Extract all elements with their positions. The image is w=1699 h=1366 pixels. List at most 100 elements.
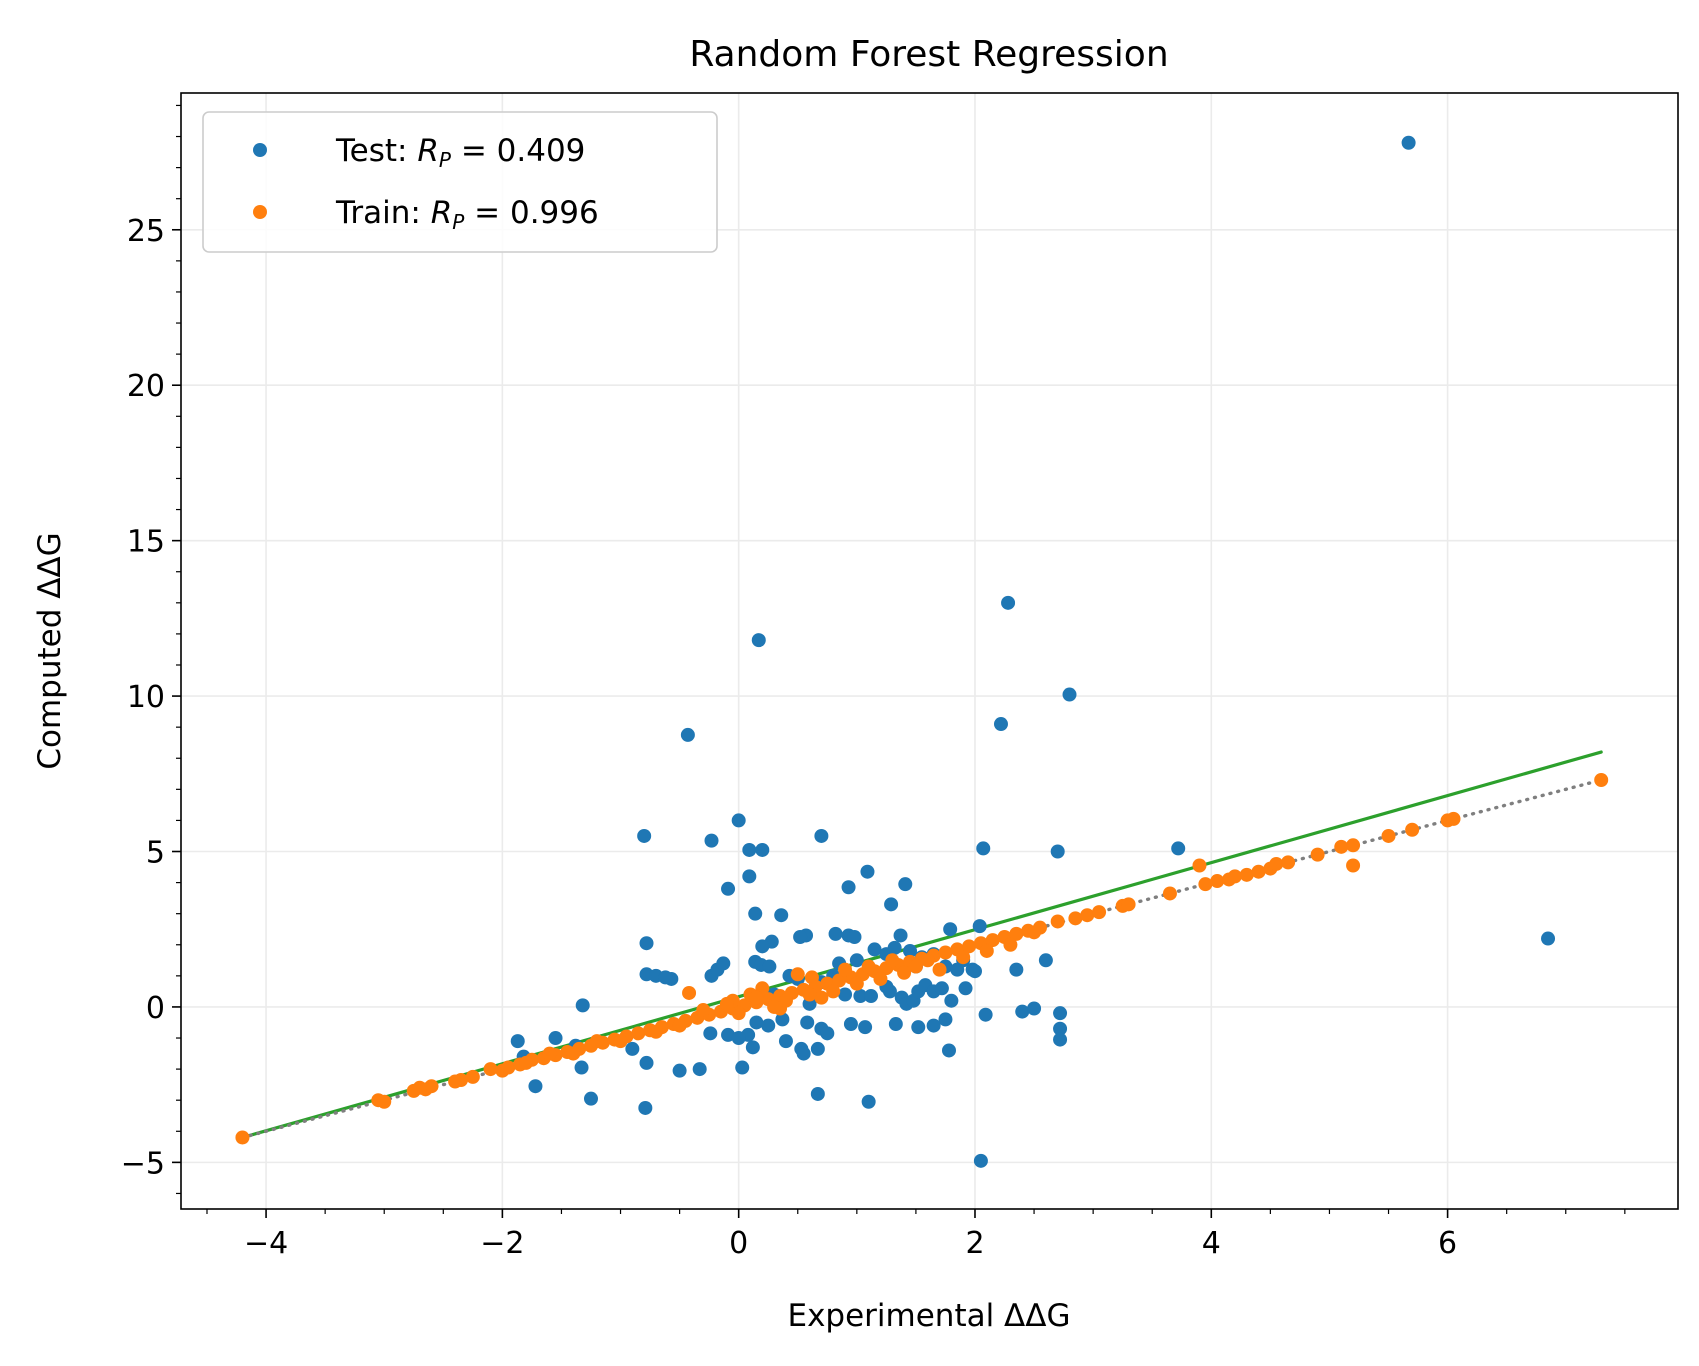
data-point [908,959,923,974]
data-point [745,1040,760,1055]
legend-label: Test: RP = 0.409 [335,133,585,172]
data-point [873,971,888,986]
data-point [920,953,935,968]
data-point [810,1086,825,1101]
y-tick-label: 25 [127,214,165,249]
data-point [548,1031,563,1046]
chart-title: Random Forest Regression [689,34,1168,75]
data-point [589,1034,604,1049]
data-point [749,1015,764,1030]
data-point [965,962,980,977]
data-point [412,1080,427,1095]
data-point [1003,937,1018,952]
data-point [1080,908,1095,923]
data-point [993,717,1008,732]
data-point [860,864,875,879]
data-point [864,989,879,1004]
data-point [566,1046,581,1061]
data-point [672,1063,687,1078]
data-point [897,965,912,980]
data-point [1401,135,1416,150]
data-point [800,1015,815,1030]
data-point [926,1018,941,1033]
data-point [893,928,908,943]
data-point [1346,838,1361,853]
data-point [1053,1021,1068,1036]
data-point [778,993,793,1008]
data-point [944,993,959,1008]
data-point [1192,858,1207,873]
legend-box [202,111,718,253]
data-point [1015,1004,1030,1019]
data-point [976,841,991,856]
data-point [762,959,777,974]
data-point [1001,595,1016,610]
data-point [377,1094,392,1109]
data-point [1239,867,1254,882]
data-point [973,1153,988,1168]
data-point [774,908,789,923]
data-point [962,939,977,954]
data-point [639,936,654,951]
data-point [574,1060,589,1075]
y-tick-label: 0 [146,991,165,1026]
data-point [749,990,764,1005]
data-point [972,919,987,934]
data-point [424,1079,439,1094]
y-axis-label: Computed ΔΔG [32,532,68,769]
data-point [1009,962,1024,977]
data-point [1310,847,1325,862]
data-point [692,1062,707,1077]
data-point [978,1007,993,1022]
series-0-points [510,135,1556,1168]
y-tick-label: 15 [127,525,165,560]
y-tick-label: −5 [121,1146,165,1181]
data-point [841,880,856,895]
data-point [938,1012,953,1027]
y-tick-label: 10 [127,680,165,715]
data-point [448,1074,463,1089]
data-point [731,1006,746,1021]
data-point [943,922,958,937]
data-point [832,973,847,988]
plot-frame [180,92,1679,1210]
data-point [1068,911,1083,926]
x-tick-label: 0 [729,1226,748,1261]
data-point [1334,839,1349,854]
y-tick-label: 5 [146,836,165,871]
x-axis-label: Experimental ΔΔG [787,1298,1070,1334]
data-point [1009,926,1024,941]
data-point [519,1055,534,1070]
data-point [682,985,697,1000]
data-point [751,633,766,648]
ticks: −4 −2 0 2 4 6 −5 0 5 10 15 20 25 [121,104,1626,1261]
legend-label: Train: RP = 0.996 [335,195,599,234]
data-point [985,933,1000,948]
data-point [1198,877,1213,892]
data-point [941,1043,956,1058]
data-points [235,135,1609,1168]
data-point [775,1012,790,1027]
data-point [1381,828,1396,843]
data-point [501,1060,516,1075]
data-point [790,967,805,982]
data-point [716,956,731,971]
data-point [703,1026,718,1041]
data-point [761,1018,776,1033]
data-point [938,945,953,960]
legend-marker [253,205,267,219]
data-point [613,1034,628,1049]
data-point [858,1020,873,1035]
data-point [648,1024,663,1039]
x-tick-label: −2 [480,1226,524,1261]
data-point [884,897,899,912]
data-point [861,1094,876,1109]
data-point [887,940,902,955]
data-point [1269,856,1284,871]
data-point [631,1026,646,1041]
data-point [1027,925,1042,940]
data-point [888,1017,903,1032]
data-point [793,929,808,944]
x-tick-label: 2 [965,1226,984,1261]
